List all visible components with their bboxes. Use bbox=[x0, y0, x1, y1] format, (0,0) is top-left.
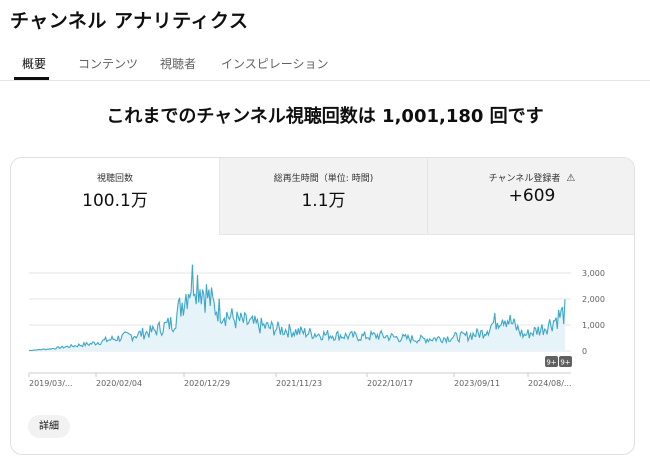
y-tick-label: 0 bbox=[582, 347, 587, 356]
event-marker-badge bbox=[545, 356, 558, 367]
chart-series-line bbox=[28, 264, 566, 352]
x-tick-label: 2019/03/... bbox=[29, 379, 73, 388]
y-tick-label: 3,000 bbox=[582, 269, 605, 278]
tab-content[interactable]: コンテンツ bbox=[78, 57, 139, 71]
x-tick-label: 2023/09/11 bbox=[454, 379, 500, 388]
tab-overview[interactable]: 概要 bbox=[22, 57, 47, 71]
event-marker-badge bbox=[559, 356, 572, 367]
warning-icon[interactable]: ⚠ bbox=[566, 173, 576, 184]
metric-subscribers-label: チャンネル登録者 ⚠ bbox=[428, 171, 634, 184]
metric-views-value: 100.1万 bbox=[82, 191, 148, 211]
y-tick-label: 1,000 bbox=[582, 321, 605, 330]
chart-area-fill bbox=[29, 264, 565, 351]
lifetime-views-headline: これまでのチャンネル視聴回数は 1,001,180 回です bbox=[106, 106, 544, 127]
metric-watch-time[interactable]: 総再生時間（単位: 時間) 1.1万 bbox=[219, 158, 427, 235]
x-tick-label: 2020/12/29 bbox=[184, 379, 230, 388]
details-button[interactable]: 詳細 bbox=[28, 415, 70, 438]
tab-inspiration[interactable]: インスピレーション bbox=[221, 57, 329, 71]
x-tick-label: 2024/08/... bbox=[528, 379, 572, 388]
metric-views[interactable]: 視聴回数 100.1万 bbox=[11, 158, 219, 235]
views-chart[interactable]: 3,000 2,000 1,000 0 2019/03/... 2020/02/04 202… bbox=[11, 158, 635, 398]
x-tick-label: 2020/02/04 bbox=[96, 379, 142, 388]
event-marker-label: 9+ bbox=[546, 359, 556, 367]
analytics-card: 視聴回数 100.1万 総再生時間（単位: 時間) 1.1万 チャンネル登録者 ⚠… bbox=[10, 157, 635, 455]
page-title: チャンネル アナリティクス bbox=[10, 10, 249, 32]
x-tick-label: 2022/10/17 bbox=[367, 379, 413, 388]
tab-bar: 概要 コンテンツ 視聴者 インスピレーション bbox=[0, 46, 650, 81]
metric-subscribers-label-text: チャンネル登録者 bbox=[488, 174, 561, 184]
metric-watch-time-label: 総再生時間（単位: 時間) bbox=[273, 174, 374, 184]
event-marker-label: 9+ bbox=[560, 359, 570, 367]
metric-subscribers[interactable]: チャンネル登録者 ⚠ +609 bbox=[427, 158, 634, 235]
x-tick-label: 2021/11/23 bbox=[276, 379, 322, 388]
metric-watch-time-value: 1.1万 bbox=[301, 191, 346, 211]
metric-views-label: 視聴回数 bbox=[96, 174, 133, 184]
active-tab-indicator bbox=[14, 77, 49, 80]
y-tick-label: 2,000 bbox=[582, 295, 605, 304]
tab-audience[interactable]: 視聴者 bbox=[160, 57, 197, 71]
metric-subscribers-value: +609 bbox=[508, 186, 556, 206]
